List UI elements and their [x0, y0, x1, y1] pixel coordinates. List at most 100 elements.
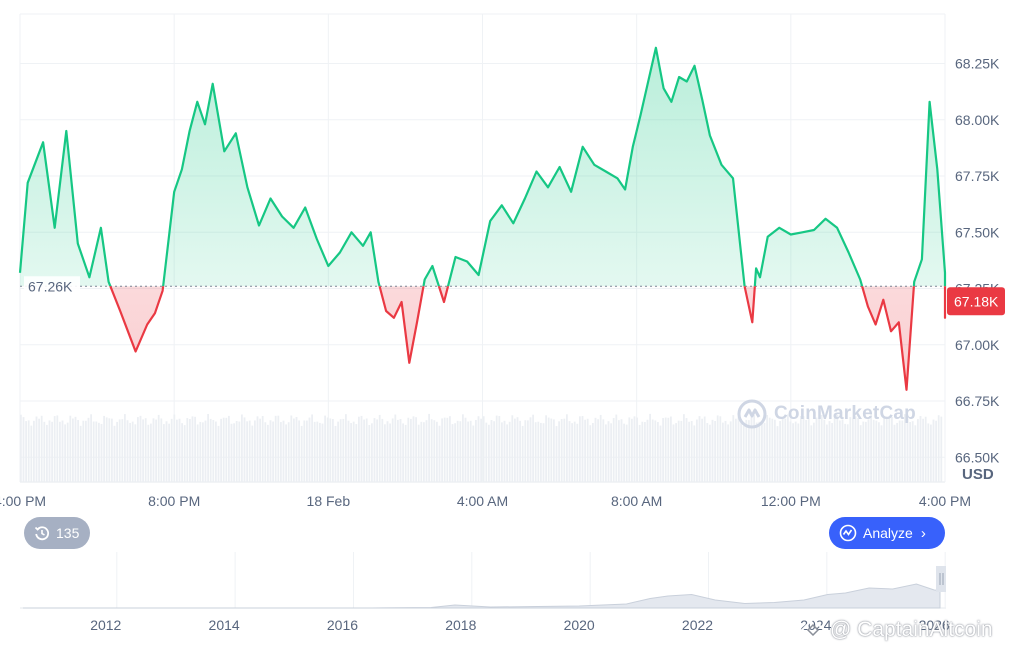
volume-bar: [51, 421, 53, 482]
volume-bar: [519, 420, 521, 482]
volume-bar: [373, 418, 376, 482]
volume-bar: [836, 414, 839, 482]
volume-bar: [641, 421, 644, 482]
volume-bar: [602, 419, 605, 482]
volume-bar: [61, 420, 64, 482]
volume-bar: [100, 423, 103, 482]
volume-bar: [295, 417, 298, 482]
volume-bar: [399, 418, 402, 482]
volume-bar: [732, 415, 735, 482]
y-axis: 68.25K68.00K67.75K67.50K67.25K67.00K66.7…: [955, 56, 1000, 466]
volume-bar: [459, 421, 462, 482]
current-price-label: 67.18K: [947, 287, 1005, 316]
volume-bar: [628, 417, 631, 482]
volume-bar: [350, 423, 352, 482]
volume-bar: [35, 416, 38, 482]
volume-bar: [488, 424, 490, 482]
volume-bar: [610, 423, 612, 482]
navigator-year-label: 2016: [327, 617, 358, 633]
volume-bar: [675, 423, 677, 482]
volume-bar: [446, 417, 449, 482]
volume-bar: [646, 419, 649, 482]
volume-bar: [243, 417, 246, 482]
current-price-text: 67.18K: [954, 293, 999, 309]
analyze-button[interactable]: Analyze ›: [829, 517, 945, 549]
volume-bar: [896, 422, 898, 482]
navigator-year-label: 2018: [445, 617, 476, 633]
volume-bar: [594, 417, 597, 482]
volume-bar: [376, 419, 378, 482]
volume-bar: [407, 417, 410, 482]
volume-bar: [839, 420, 841, 482]
volume-bar: [761, 422, 763, 482]
volume-bar: [781, 418, 784, 482]
volume-bar: [573, 421, 576, 482]
volume-bar: [410, 418, 412, 482]
volume-bar: [633, 416, 636, 482]
volume-bar: [282, 420, 285, 482]
volume-bar: [527, 420, 529, 482]
volume-bar: [449, 416, 451, 482]
volume-bar: [758, 421, 761, 482]
volume-bar: [74, 416, 77, 482]
volume-bar: [898, 420, 901, 482]
history-count-pill[interactable]: 135: [24, 517, 90, 549]
volume-bar: [807, 419, 810, 482]
volume-bar: [53, 416, 56, 482]
volume-bar: [386, 421, 389, 482]
volume-bar: [831, 423, 833, 482]
navigator-range-handle[interactable]: [936, 566, 946, 592]
time-navigator[interactable]: 2012 2014 2016 2018 2020 2022 2024 2026: [20, 552, 950, 633]
volume-bar: [381, 418, 384, 482]
volume-bar: [355, 424, 358, 482]
volume-bar: [932, 419, 935, 482]
volume-bar: [891, 416, 893, 482]
volume-bar: [841, 419, 844, 482]
volume-bar: [155, 419, 157, 482]
volume-bar: [659, 425, 662, 482]
volume-bar: [389, 423, 391, 482]
volume-bar: [794, 421, 797, 482]
x-tick-label: 12:00 PM: [761, 493, 821, 509]
volume-bar: [38, 418, 40, 482]
y-tick-label: 67.75K: [955, 168, 1000, 184]
volume-bar: [677, 420, 680, 482]
volume-bar: [797, 423, 800, 482]
volume-bar: [160, 418, 163, 482]
navigator-year-label: 2012: [90, 617, 121, 633]
volume-bar: [885, 417, 888, 482]
volume-bar: [181, 423, 183, 482]
navigator-year-label: 2022: [682, 617, 713, 633]
volume-bar: [537, 421, 540, 482]
analyze-button-label: Analyze: [863, 525, 913, 541]
volume-bar: [701, 418, 703, 482]
volume-bar: [267, 424, 269, 482]
volume-bars: [20, 413, 943, 482]
volume-bar: [134, 424, 137, 482]
volume-bar: [475, 419, 477, 482]
coinmarketcap-logo-icon: [737, 399, 767, 429]
volume-bar: [87, 417, 90, 482]
volume-bar: [636, 417, 638, 482]
volume-bar: [228, 415, 230, 482]
volume-bar: [711, 419, 714, 482]
volume-bar: [924, 416, 927, 482]
volume-bar: [30, 425, 33, 482]
volume-bar: [176, 419, 178, 482]
volume-bar: [137, 417, 139, 482]
volume-bar: [852, 418, 854, 482]
volume-bar: [592, 423, 594, 482]
volume-bar: [82, 420, 85, 482]
volume-bar: [139, 415, 142, 482]
volume-bar: [904, 414, 906, 482]
volume-bar: [906, 418, 909, 482]
volume-bar: [750, 417, 753, 482]
volume-bar: [272, 421, 274, 482]
volume-bar: [469, 420, 472, 482]
volume-bar: [693, 425, 696, 482]
volume-bar: [698, 416, 701, 482]
volume-bar: [792, 423, 794, 482]
volume-bar: [607, 421, 610, 482]
volume-bar: [766, 415, 768, 482]
